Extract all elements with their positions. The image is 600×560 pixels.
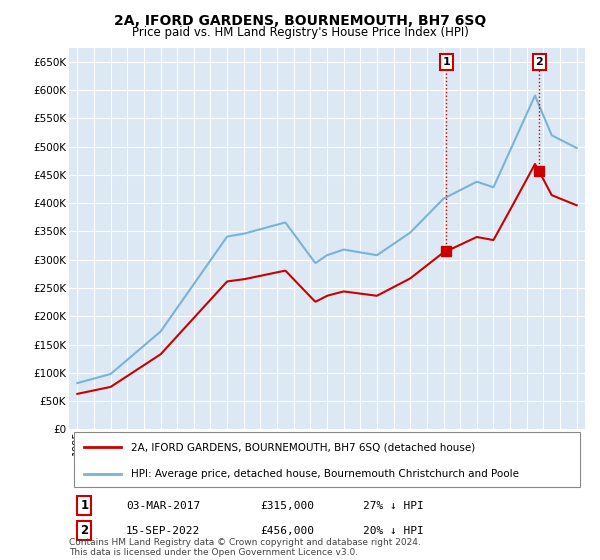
Text: 15-SEP-2022: 15-SEP-2022 bbox=[126, 526, 200, 536]
Text: 2: 2 bbox=[535, 57, 543, 67]
Text: 2: 2 bbox=[80, 524, 89, 538]
Text: 2A, IFORD GARDENS, BOURNEMOUTH, BH7 6SQ: 2A, IFORD GARDENS, BOURNEMOUTH, BH7 6SQ bbox=[114, 14, 486, 28]
Text: 2A, IFORD GARDENS, BOURNEMOUTH, BH7 6SQ (detached house): 2A, IFORD GARDENS, BOURNEMOUTH, BH7 6SQ … bbox=[131, 442, 475, 452]
Text: £456,000: £456,000 bbox=[260, 526, 314, 536]
Text: 1: 1 bbox=[442, 57, 450, 67]
Text: 1: 1 bbox=[80, 500, 89, 512]
Bar bbox=[74, 432, 580, 487]
Text: 20% ↓ HPI: 20% ↓ HPI bbox=[363, 526, 424, 536]
Text: £315,000: £315,000 bbox=[260, 501, 314, 511]
Text: 27% ↓ HPI: 27% ↓ HPI bbox=[363, 501, 424, 511]
Text: HPI: Average price, detached house, Bournemouth Christchurch and Poole: HPI: Average price, detached house, Bour… bbox=[131, 469, 519, 479]
Text: Contains HM Land Registry data © Crown copyright and database right 2024.
This d: Contains HM Land Registry data © Crown c… bbox=[69, 538, 421, 557]
Text: 03-MAR-2017: 03-MAR-2017 bbox=[126, 501, 200, 511]
Text: Price paid vs. HM Land Registry's House Price Index (HPI): Price paid vs. HM Land Registry's House … bbox=[131, 26, 469, 39]
